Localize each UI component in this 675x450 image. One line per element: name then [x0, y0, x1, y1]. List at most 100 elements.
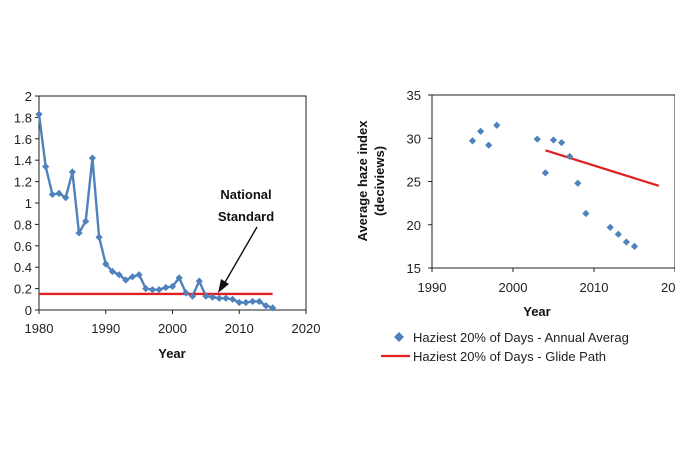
data-point	[485, 141, 493, 149]
annotation-line-1: National	[220, 187, 271, 202]
data-point	[202, 292, 210, 300]
y-tick-label: 1.4	[14, 153, 32, 168]
x-tick-label: 1980	[25, 321, 54, 336]
legend-item-glide-path: Haziest 20% of Days - Glide Path	[381, 349, 606, 364]
data-point	[195, 277, 203, 285]
data-point	[175, 274, 183, 282]
data-point	[606, 223, 614, 231]
legend-item-annual-average: Haziest 20% of Days - Annual Averag	[394, 330, 629, 345]
x-tick-label: 20	[661, 280, 675, 295]
right-plot-area	[431, 94, 675, 269]
data-point	[235, 298, 243, 307]
y-tick-label: 0.2	[14, 282, 32, 297]
data-point	[541, 169, 549, 177]
data-point	[48, 190, 56, 199]
y-tick-label: 0	[25, 303, 32, 318]
data-point	[62, 194, 70, 202]
data-point	[162, 283, 170, 292]
data-point	[75, 229, 83, 237]
data-point	[477, 127, 485, 135]
data-point	[148, 286, 157, 294]
y-tick-label: 20	[407, 218, 421, 233]
left-plot-area	[38, 95, 307, 311]
data-point	[582, 209, 590, 218]
x-tick-label: 2010	[225, 321, 254, 336]
data-point	[228, 295, 237, 303]
data-point	[215, 294, 223, 302]
y-tick-label: 1.8	[14, 110, 32, 125]
right-x-axis-title: Year	[523, 304, 550, 319]
right-chart: 15 20 25 30 35 1990 2000 2010 20 Year Average h…	[355, 88, 675, 364]
data-point	[35, 110, 43, 118]
y-tick-label: 35	[407, 88, 421, 103]
data-point	[558, 138, 566, 147]
left-y-axis: 0 0.2 0.4 0.6 0.8 1 1.2 1.4 1.6 1.8 2	[14, 89, 39, 318]
x-tick-label: 2000	[158, 321, 187, 336]
data-point	[155, 286, 163, 294]
y-tick-label: 1.2	[14, 175, 32, 190]
data-point	[122, 276, 130, 284]
data-point	[188, 292, 197, 300]
right-x-axis: 1990 2000 2010 20	[418, 268, 675, 295]
data-point	[493, 121, 501, 129]
y-tick-label: 0.4	[14, 260, 32, 275]
data-point	[549, 136, 558, 144]
right-y-axis-title-line-2: (deciviews)	[372, 146, 387, 216]
y-tick-label: 2	[25, 89, 32, 104]
y-tick-label: 0.8	[14, 217, 32, 232]
data-point	[269, 304, 277, 312]
right-series-points	[468, 121, 639, 250]
legend-marker-diamond	[394, 332, 404, 342]
x-tick-label: 2020	[292, 321, 321, 336]
data-point	[242, 298, 250, 307]
x-tick-label: 2000	[499, 280, 528, 295]
left-series-points	[35, 110, 277, 312]
data-point	[574, 179, 582, 187]
y-tick-label: 30	[407, 131, 421, 146]
data-point	[222, 294, 230, 302]
x-tick-label: 2010	[580, 280, 609, 295]
y-tick-label: 1	[25, 196, 32, 211]
data-point	[142, 285, 150, 293]
data-point	[566, 152, 574, 161]
data-point	[42, 163, 50, 171]
data-point	[182, 289, 190, 297]
data-point	[108, 267, 117, 276]
data-point	[614, 230, 622, 238]
data-point	[128, 273, 137, 281]
data-point	[262, 302, 270, 310]
data-point	[630, 242, 639, 250]
data-point	[135, 271, 143, 279]
data-point	[468, 137, 477, 145]
right-y-axis: 15 20 25 30 35	[407, 88, 432, 276]
x-tick-label: 1990	[418, 280, 447, 295]
data-point	[82, 217, 90, 225]
left-chart: 0 0.2 0.4 0.6 0.8 1 1.2 1.4 1.6 1.8 2 1980 1990 2000…	[14, 89, 321, 361]
data-point	[168, 282, 177, 291]
legend-label-annual-average: Haziest 20% of Days - Annual Averag	[413, 330, 629, 345]
data-point	[115, 271, 123, 279]
data-point	[255, 297, 263, 306]
y-tick-label: 25	[407, 175, 421, 190]
annotation-line-2: Standard	[218, 209, 274, 224]
x-tick-label: 1990	[91, 321, 120, 336]
legend: Haziest 20% of Days - Annual Averag Hazi…	[381, 330, 629, 364]
glide-path-line	[545, 149, 660, 187]
data-point	[208, 293, 217, 301]
data-point	[622, 238, 630, 246]
annotation-arrow	[218, 226, 258, 293]
y-tick-label: 15	[407, 261, 421, 276]
right-y-axis-title-line-1: Average haze index	[355, 120, 370, 242]
y-tick-label: 0.6	[14, 239, 32, 254]
left-x-axis-title: Year	[158, 346, 185, 361]
data-point	[95, 233, 103, 241]
data-point	[88, 154, 96, 162]
data-point	[249, 297, 257, 306]
data-point	[55, 189, 63, 197]
legend-label-glide-path: Haziest 20% of Days - Glide Path	[413, 349, 606, 364]
data-point	[68, 168, 76, 176]
data-point	[102, 260, 110, 268]
y-tick-label: 1.6	[14, 132, 32, 147]
left-x-axis: 1980 1990 2000 2010 2020	[25, 310, 321, 336]
